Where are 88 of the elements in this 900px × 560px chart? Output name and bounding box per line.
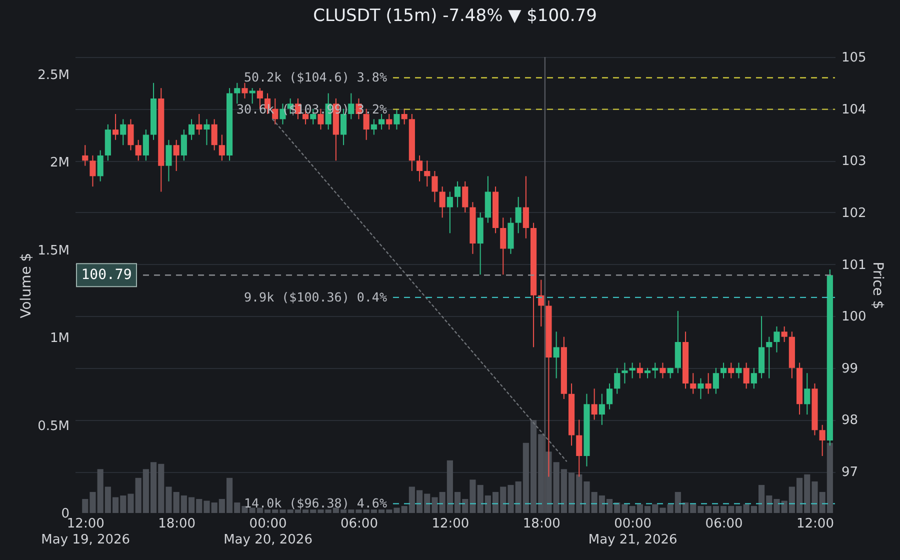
- candlestick: [804, 372, 810, 416]
- candlestick: [211, 118, 218, 151]
- candlestick: [454, 180, 461, 208]
- candlestick: [736, 362, 742, 379]
- candlestick: [750, 367, 757, 390]
- candlestick: [142, 129, 149, 162]
- candlestick: [166, 139, 172, 182]
- candlestick: [90, 154, 96, 188]
- y-tick-label: 1.5M: [38, 243, 70, 258]
- candlestick: [82, 144, 88, 166]
- candlestick: [424, 160, 430, 188]
- ref-line-label: 100.79: [81, 267, 132, 284]
- candlestick: [386, 114, 392, 130]
- candlestick: [766, 336, 772, 379]
- x-tick-label: 00:00 May 20, 2026: [224, 516, 312, 548]
- candlestick: [416, 154, 423, 182]
- candlestick: [446, 191, 453, 234]
- candlestick: [743, 362, 750, 390]
- candlestick: [636, 362, 643, 379]
- ref-line-label: 14.0k ($96.38) 4.6%: [244, 496, 388, 511]
- candlestick: [522, 176, 529, 239]
- candlestick: [401, 108, 408, 125]
- x-tick-label: 06:00: [340, 516, 378, 532]
- candlestick: [598, 393, 605, 426]
- x-tick-label: 18:00: [158, 516, 196, 532]
- y2-tick-label: 100: [842, 310, 866, 325]
- candlestick: [660, 362, 666, 379]
- x-tick-label: 12:00: [796, 516, 834, 532]
- y-tick-label: 0.5M: [38, 418, 70, 434]
- y-tick-label: 2M: [50, 156, 70, 171]
- ref-line-label: 9.9k ($100.36) 0.4%: [244, 289, 388, 304]
- y2-tick-label: 99: [842, 361, 858, 376]
- candlestick: [188, 118, 195, 140]
- candlestick: [698, 378, 704, 400]
- candlestick: [622, 362, 628, 384]
- x-tick-label: 12:00: [432, 516, 470, 532]
- chart-title: CLUSDT (15m) -7.48% ▼ $100.79: [313, 6, 597, 26]
- y2-axis-title: Price $: [869, 262, 886, 310]
- candlestick: [705, 372, 712, 394]
- y2-tick-label: 98: [842, 413, 858, 428]
- candlestick: [378, 114, 385, 130]
- candlestick: [218, 134, 225, 162]
- candlestick: [439, 186, 446, 218]
- x-tick-label: 18:00: [522, 516, 560, 532]
- candlestick: [629, 362, 636, 379]
- candlestick: [720, 362, 727, 379]
- candlestick: [242, 82, 248, 99]
- candlestick: [614, 367, 620, 394]
- y2-tick-label: 103: [842, 154, 866, 170]
- candlestick: [173, 139, 180, 172]
- y-axis-title: Volume $: [18, 252, 35, 318]
- candlestick: [712, 367, 719, 394]
- candlestick: [774, 326, 780, 353]
- candlestick: [500, 217, 506, 276]
- candlestick: [591, 388, 598, 420]
- y2-tick-label: 101: [842, 258, 866, 273]
- candlestick: [135, 139, 142, 162]
- y2-tick-label: 97: [842, 465, 858, 480]
- candlestick: [553, 331, 560, 379]
- candlestick: [652, 362, 658, 379]
- candlestick: [204, 118, 210, 146]
- candlestick: [432, 170, 438, 203]
- candlestick: [249, 88, 256, 104]
- candlestick: [97, 150, 104, 182]
- candlestick: [128, 118, 134, 151]
- ref-line-label: 50.2k ($104.6) 3.8%: [244, 70, 388, 85]
- candlestick: [196, 114, 202, 136]
- candlestick: [728, 362, 734, 379]
- candlestick: [606, 382, 613, 410]
- candlestick: [394, 108, 400, 130]
- y-tick-label: 2.5M: [38, 68, 70, 84]
- y2-tick-label: 104: [842, 102, 866, 118]
- candlestick: [370, 118, 377, 136]
- candlestick: [180, 129, 187, 162]
- x-tick-label: 06:00: [705, 516, 743, 532]
- candlestick: [819, 424, 826, 456]
- candlestick: [781, 326, 788, 342]
- candlestick: [515, 196, 522, 234]
- candlestick: [112, 114, 119, 140]
- y-tick-label: 1M: [50, 331, 70, 346]
- candlestick: [644, 367, 651, 379]
- candlestick: [120, 118, 126, 146]
- candlestick: [462, 180, 468, 213]
- x-tick-label: 00:00 May 21, 2026: [588, 516, 678, 548]
- candlestick: [234, 82, 240, 104]
- candlestick: [690, 372, 696, 394]
- y2-tick-label: 105: [842, 50, 866, 66]
- y2-tick-label: 102: [842, 206, 866, 221]
